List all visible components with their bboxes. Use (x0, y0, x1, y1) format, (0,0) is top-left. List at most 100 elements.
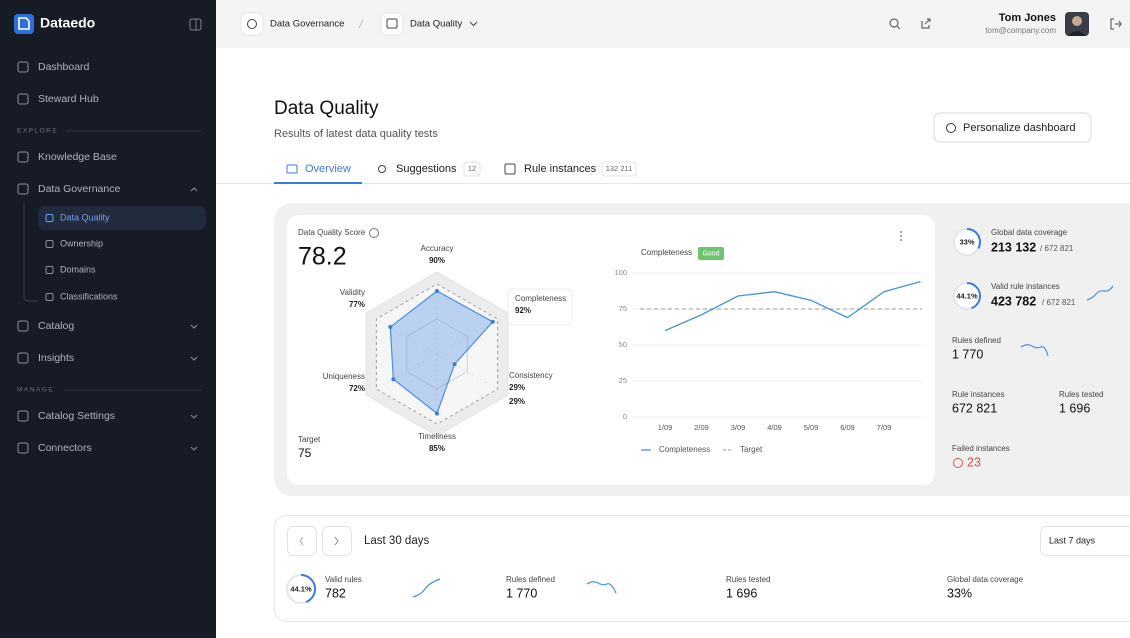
ring-label: 33% (959, 237, 974, 246)
stat-title: Rules tested (1059, 390, 1103, 399)
sidebar (0, 0, 216, 638)
nav-subitem[interactable]: Data Quality (60, 212, 110, 222)
logout-icon[interactable] (1110, 18, 1122, 30)
ring-value (953, 228, 981, 256)
personalize-button[interactable] (933, 112, 1092, 143)
prev-icon (299, 536, 304, 546)
tab[interactable]: Suggestions (396, 163, 457, 175)
radar-value-label: 72% (349, 384, 365, 393)
summary-value: 782 (325, 586, 346, 600)
nav-icon (17, 442, 29, 454)
chevron[interactable] (190, 356, 198, 361)
summary-value: 1 696 (726, 586, 757, 600)
avatar-body (1068, 31, 1086, 36)
radar-value-label: 29% (509, 383, 525, 392)
button-icon (946, 123, 956, 133)
chevron[interactable] (190, 414, 198, 419)
radar-axis-label: Accuracy (421, 244, 454, 253)
chevron[interactable] (469, 21, 478, 27)
menu-icon (900, 235, 902, 237)
y-tick-label: 0 (623, 412, 627, 421)
nav-item[interactable]: Connectors (38, 442, 92, 454)
radar-spoke (376, 318, 438, 355)
stat-title: Rules defined (952, 336, 1001, 345)
next-button[interactable] (322, 526, 352, 556)
tab-icon (378, 165, 386, 173)
y-tick-label: 75 (619, 304, 627, 313)
nav-item[interactable]: Dashboard (38, 61, 90, 73)
radar-point (388, 325, 393, 330)
radar-axis-label: Consistency (509, 371, 553, 380)
info-icon[interactable] (369, 228, 379, 238)
summary-card (274, 515, 1130, 622)
x-tick-label: 3/09 (731, 423, 746, 432)
summary-value: 33% (947, 586, 972, 600)
crumb-icon (380, 12, 404, 36)
breadcrumb[interactable]: Data Governance (270, 19, 344, 30)
radar-point (490, 319, 495, 324)
nav-icon (17, 151, 29, 163)
nav-subitem[interactable]: Domains (60, 264, 96, 274)
stat-value: 1 770 (952, 347, 983, 361)
radar-spoke (436, 353, 498, 390)
chevron[interactable] (190, 187, 198, 192)
nav-icon (45, 293, 54, 301)
chevron[interactable] (190, 446, 198, 451)
active-item-bg (38, 206, 206, 230)
range-dropdown[interactable] (1040, 526, 1130, 556)
button-label[interactable]: Personalize dashboard (963, 122, 1076, 134)
share-icon[interactable] (921, 18, 931, 29)
stat-title: Failed instances (952, 444, 1010, 453)
nav-section: MANAGE (17, 387, 54, 394)
nav-icon (17, 61, 29, 73)
next-icon (334, 536, 339, 546)
user-name: Tom Jones (999, 12, 1056, 24)
x-tick-label: 2/09 (694, 423, 709, 432)
crumb-icon (240, 12, 264, 36)
chevron[interactable] (190, 324, 198, 329)
radar-point (452, 362, 457, 367)
radar-spoke (376, 353, 438, 390)
sparkline (1020, 344, 1049, 357)
nav-item[interactable]: Catalog (38, 320, 74, 332)
nav-item[interactable]: Knowledge Base (38, 151, 117, 163)
nav-subitem[interactable]: Classifications (60, 291, 118, 301)
summary-title: Valid rules (325, 575, 362, 584)
nav-icon (17, 410, 29, 422)
tab-badge (463, 161, 481, 177)
score-title: Data Quality Score (298, 228, 366, 237)
range-label[interactable]: Last 7 days (1049, 535, 1096, 545)
tab-badge-text: 132 211 (606, 164, 633, 173)
nav-item[interactable]: Catalog Settings (38, 410, 115, 422)
nav-icon (17, 183, 29, 195)
stat-total: / 672 821 (1040, 244, 1074, 253)
stat-total: / 672 821 (1042, 298, 1076, 307)
nav-item[interactable]: Steward Hub (38, 93, 99, 105)
page-title: Data Quality (274, 98, 379, 119)
failed-icon (953, 458, 963, 468)
radar-value-label: 77% (349, 300, 365, 309)
tooltip (507, 288, 573, 326)
crumb-separator (358, 19, 364, 29)
stat-value: 23 (967, 455, 981, 469)
prev-button[interactable] (287, 526, 317, 556)
search-icon[interactable] (889, 18, 899, 28)
nav-item[interactable]: Insights (38, 352, 74, 364)
avatar-face (1072, 16, 1082, 26)
breadcrumb[interactable]: Data Quality (410, 19, 463, 30)
nav-item[interactable]: Data Governance (38, 183, 120, 195)
tab[interactable]: Overview (305, 163, 351, 175)
ring-value (953, 282, 981, 310)
stat-title: Rule instances (952, 390, 1004, 399)
legend-label: Completeness (659, 445, 710, 454)
target-label: Target (298, 435, 321, 444)
topbar (216, 0, 1130, 48)
page-subtitle: Results of latest data quality tests (274, 128, 438, 140)
tab[interactable]: Rule instances (524, 163, 597, 175)
menu-icon[interactable] (900, 231, 902, 233)
nav-icon (17, 93, 29, 105)
radar-axis-label: Completeness (515, 294, 566, 303)
radar-axis-label: Validity (340, 288, 365, 297)
nav-subitem[interactable]: Ownership (60, 238, 103, 248)
line-series (664, 281, 921, 332)
